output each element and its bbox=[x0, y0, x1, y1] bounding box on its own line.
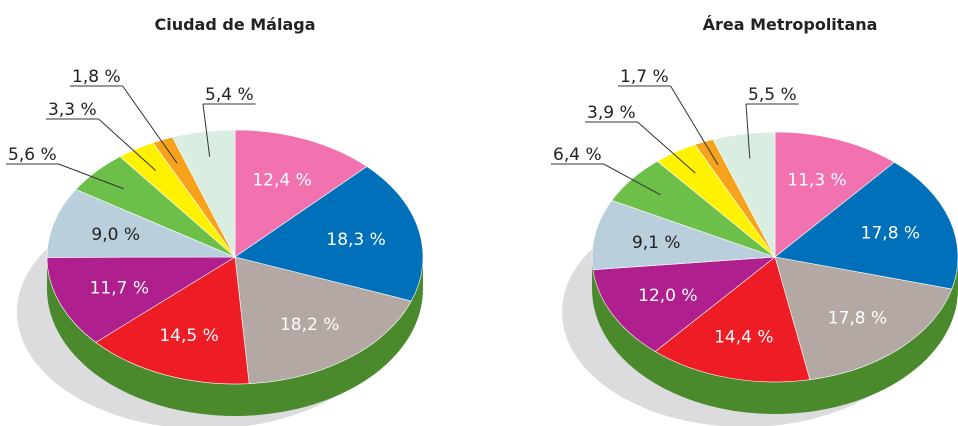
pie-slice bbox=[592, 256, 776, 352]
value-label: 6,4 % bbox=[553, 145, 602, 165]
value-label: 14,5 % bbox=[159, 326, 218, 346]
leader-line bbox=[637, 121, 696, 174]
pie-slice bbox=[95, 256, 250, 385]
pie-side bbox=[47, 257, 423, 416]
pie-slice bbox=[712, 131, 776, 258]
value-label: 3,9 % bbox=[587, 103, 636, 123]
value-label: 12,0 % bbox=[638, 286, 697, 306]
pie-slice bbox=[591, 200, 776, 271]
pie-slice bbox=[234, 129, 368, 258]
leader-line bbox=[122, 85, 178, 164]
value-label: 5,4 % bbox=[205, 85, 254, 105]
pie-slice bbox=[234, 256, 412, 384]
chart-title: Área Metropolitana bbox=[703, 15, 878, 34]
pie-slice bbox=[774, 131, 895, 258]
value-label: 17,8 % bbox=[828, 308, 887, 328]
value-label: 18,2 % bbox=[280, 315, 339, 335]
pie-slice bbox=[172, 129, 236, 258]
value-label: 3,3 % bbox=[48, 100, 97, 120]
leader-line bbox=[745, 103, 751, 159]
value-label: 18,3 % bbox=[326, 230, 385, 250]
value-label: 9,1 % bbox=[632, 233, 681, 253]
value-label: 5,5 % bbox=[748, 85, 797, 105]
value-label: 11,7 % bbox=[90, 278, 149, 298]
pie-slice bbox=[46, 256, 237, 343]
pie-slice bbox=[774, 161, 958, 290]
leader-line bbox=[202, 103, 211, 157]
value-label: 5,6 % bbox=[8, 145, 57, 165]
leader-line bbox=[58, 163, 124, 190]
pie-slice bbox=[234, 166, 424, 302]
pie-slice bbox=[46, 189, 236, 258]
value-label: 1,8 % bbox=[72, 67, 121, 87]
value-label: 17,8 % bbox=[861, 224, 920, 244]
leader-line bbox=[603, 163, 661, 196]
leader-line bbox=[670, 85, 719, 166]
pie-slice bbox=[654, 256, 811, 383]
chart-title: Ciudad de Málaga bbox=[154, 15, 315, 34]
leader-line bbox=[98, 118, 157, 172]
value-label: 1,7 % bbox=[620, 67, 669, 87]
value-label: 14,4 % bbox=[714, 328, 773, 348]
value-label: 12,4 % bbox=[252, 170, 311, 190]
pie-side bbox=[592, 257, 958, 414]
value-label: 9,0 % bbox=[91, 225, 140, 245]
pie-slice bbox=[774, 256, 953, 381]
value-label: 11,3 % bbox=[787, 171, 846, 191]
